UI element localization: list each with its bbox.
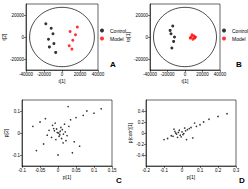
svg-text:-0.2: -0.2 [142,168,150,173]
svg-text:0: 0 [145,35,148,40]
svg-text:0.2: 0.2 [215,168,222,173]
svg-text:0: 0 [181,168,184,173]
svg-text:20000: 20000 [135,13,148,18]
svg-text:0: 0 [57,168,60,173]
svg-text:t[1]: t[1] [182,78,190,84]
svg-text:-20000: -20000 [37,72,52,77]
svg-text:t[2]: t[2] [1,33,7,41]
svg-text:B: B [236,60,242,69]
svg-text:t[1]: t[1] [59,78,67,84]
svg-text:0: 0 [17,131,20,136]
svg-text:-40000: -40000 [143,72,158,77]
svg-text:Model: Model [232,36,246,42]
svg-text:Control: Control [110,28,126,34]
svg-text:-40000: -40000 [19,72,34,77]
svg-text:-0.1: -0.1 [160,168,168,173]
svg-text:20000: 20000 [196,72,209,77]
svg-text:-0.05: -0.05 [35,168,46,173]
svg-text:Control: Control [232,28,248,34]
svg-text:p(corr)[1]: p(corr)[1] [127,122,133,143]
svg-text:40000: 40000 [214,72,227,77]
svg-text:0: 0 [21,35,24,40]
svg-text:0.1: 0.1 [91,168,98,173]
svg-text:p[1]: p[1] [63,174,72,180]
svg-text:0.05: 0.05 [72,168,81,173]
svg-text:0: 0 [184,72,187,77]
svg-text:-20000: -20000 [134,57,149,62]
svg-text:-0.2: -0.2 [136,142,144,147]
svg-text:0.1: 0.1 [197,168,204,173]
svg-text:-0.1: -0.1 [18,168,26,173]
svg-text:0.1: 0.1 [14,109,21,114]
svg-text:Model: Model [110,36,124,42]
svg-text:-20000: -20000 [160,72,175,77]
svg-text:0.4: 0.4 [138,109,145,114]
svg-text:0.3: 0.3 [233,168,240,173]
svg-text:20000: 20000 [74,72,87,77]
svg-text:A: A [110,60,116,69]
svg-text:20000: 20000 [11,13,24,18]
svg-text:-0.1: -0.1 [12,153,20,158]
svg-text:0.2: 0.2 [138,120,145,125]
svg-text:D: D [239,176,245,185]
svg-text:0: 0 [61,72,64,77]
svg-text:C: C [116,176,122,185]
svg-text:40000: 40000 [92,72,105,77]
svg-text:-20000: -20000 [10,57,25,62]
svg-text:p[1]: p[1] [187,174,196,180]
svg-text:0.15: 0.15 [108,168,117,173]
svg-text:p[2]: p[2] [3,128,9,137]
svg-text:to[1]: to[1] [124,32,131,42]
svg-text:-0.4: -0.4 [136,153,144,158]
svg-text:0: 0 [141,131,144,136]
